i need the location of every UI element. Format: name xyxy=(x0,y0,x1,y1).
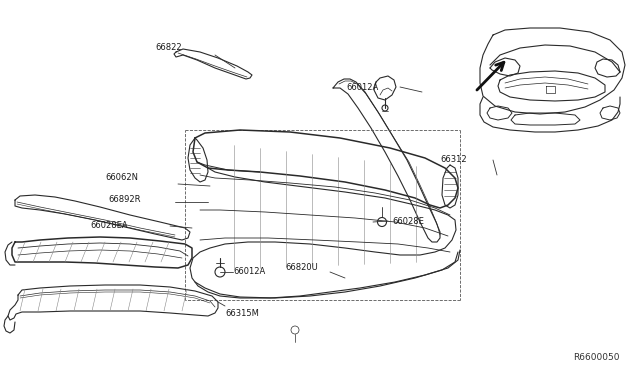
Text: 66062N: 66062N xyxy=(105,173,138,183)
Text: 66012A: 66012A xyxy=(233,267,265,276)
Text: 66028EA: 66028EA xyxy=(90,221,127,230)
Text: R6600050: R6600050 xyxy=(573,353,620,362)
Text: 66822: 66822 xyxy=(155,44,182,52)
Text: 66820U: 66820U xyxy=(285,263,317,272)
Text: 66012A: 66012A xyxy=(346,83,378,92)
Text: 66028E: 66028E xyxy=(392,217,424,225)
Text: 66312: 66312 xyxy=(440,155,467,164)
Text: 66315M: 66315M xyxy=(225,310,259,318)
Text: 66892R: 66892R xyxy=(108,196,141,205)
